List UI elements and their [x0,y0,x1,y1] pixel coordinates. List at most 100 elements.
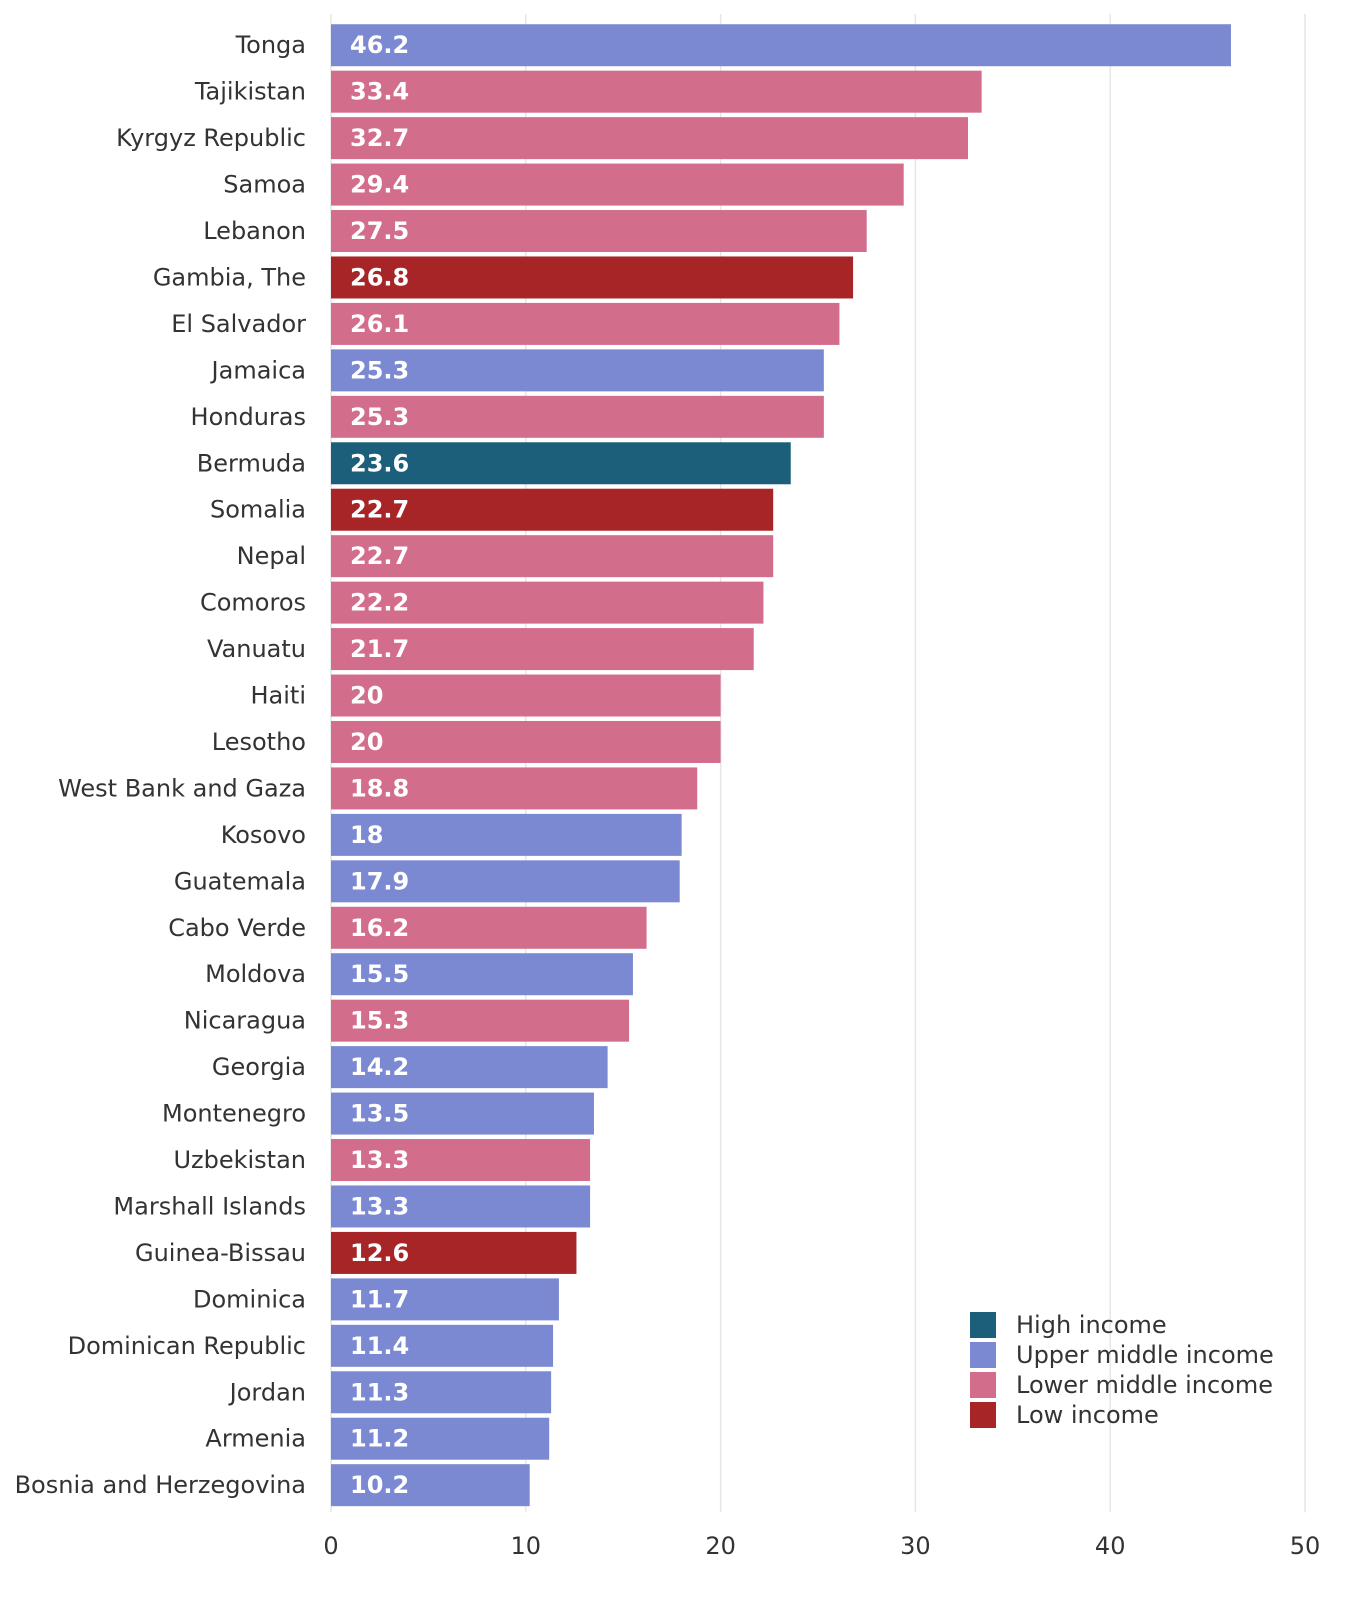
category-label: Moldova [205,960,306,988]
category-label: Armenia [205,1425,306,1453]
category-label: Kyrgyz Republic [116,124,306,152]
value-label: 27.5 [350,217,409,245]
value-label: 16.2 [350,914,409,942]
value-label: 20 [350,728,383,756]
value-label: 11.3 [350,1378,409,1406]
value-label: 18.8 [350,774,409,802]
bar [331,488,774,531]
bar [331,906,647,949]
category-label: Guinea-Bissau [135,1239,306,1267]
value-label: 32.7 [350,124,409,152]
category-label: West Bank and Gaza [58,774,306,802]
category-label: Jamaica [210,356,306,384]
bar [331,535,774,578]
legend-swatch [970,1402,996,1428]
bar [331,1139,591,1182]
bar [331,953,633,996]
category-label: Tonga [235,31,306,59]
bar [331,1185,591,1228]
legend-swatch [970,1312,996,1338]
category-label: Uzbekistan [173,1146,306,1174]
value-label: 25.3 [350,403,409,431]
bar [331,581,764,624]
bar [331,813,682,856]
value-label: 26.8 [350,263,409,291]
category-label: Haiti [251,682,307,710]
bar [331,302,840,345]
bar [331,999,630,1042]
value-label: 33.4 [350,78,409,106]
category-label: Cabo Verde [168,914,306,942]
bar [331,1371,552,1414]
category-label: Vanuatu [207,635,306,663]
x-tick-label: 0 [323,1532,338,1560]
category-label: Georgia [212,1053,306,1081]
category-label: Jordan [228,1378,306,1406]
value-label: 17.9 [350,867,409,895]
category-label: Gambia, The [153,263,306,291]
category-label: Montenegro [162,1100,306,1128]
bar [331,210,867,253]
value-label: 18 [350,821,383,849]
bar [331,1324,554,1367]
bar [331,395,824,438]
bar [331,117,968,160]
x-tick-label: 40 [1095,1532,1126,1560]
bar [331,1417,550,1460]
x-tick-label: 10 [511,1532,542,1560]
x-tick-label: 20 [705,1532,736,1560]
value-label: 12.6 [350,1239,409,1267]
value-label: 20 [350,682,383,710]
value-label: 46.2 [350,31,409,59]
category-label: Samoa [223,171,306,199]
bar [331,163,904,206]
category-label: Bermuda [197,449,306,477]
category-label: Dominica [193,1285,306,1313]
category-label: Nepal [237,542,306,570]
category-label: Bosnia and Herzegovina [15,1471,306,1499]
bar [331,1046,608,1089]
bar [331,674,721,717]
legend-label: High income [1016,1311,1167,1339]
bar-layer [331,24,1231,1507]
value-label: 25.3 [350,356,409,384]
value-label: 21.7 [350,635,409,663]
category-label: Tajikistan [194,78,306,106]
bar [331,1092,594,1135]
value-label: 22.2 [350,589,409,617]
value-label: 13.3 [350,1192,409,1220]
bar [331,628,754,671]
category-label: Marshall Islands [113,1192,306,1220]
x-axis-ticks: 0 10 20 30 40 50 [323,1532,1320,1560]
bar [331,720,721,763]
category-label: Somalia [210,496,306,524]
bar [331,70,982,113]
bar [331,1464,530,1507]
bar [331,1231,577,1274]
category-label: Honduras [191,403,306,431]
x-tick-label: 30 [900,1532,931,1560]
category-label: El Salvador [171,310,306,338]
value-label: 26.1 [350,310,409,338]
category-label: Nicaragua [184,1007,306,1035]
bar [331,767,698,810]
category-label: Lesotho [212,728,306,756]
value-label: 23.6 [350,449,409,477]
bar [331,349,824,392]
value-label: 15.5 [350,960,409,988]
category-label: Guatemala [174,867,306,895]
value-label: 22.7 [350,542,409,570]
value-label: 15.3 [350,1007,409,1035]
value-label: 11.4 [350,1332,409,1360]
category-label: Comoros [200,589,306,617]
value-label: 11.7 [350,1285,409,1313]
bar [331,442,791,485]
bar [331,1278,559,1321]
bar [331,860,680,903]
category-label: Kosovo [221,821,306,849]
value-label: 10.2 [350,1471,409,1499]
value-labels: 46.2 33.4 32.7 29.4 27.5 26.8 26.1 25.3 25.3 23.6… [350,31,409,1499]
x-tick-label: 50 [1290,1532,1321,1560]
